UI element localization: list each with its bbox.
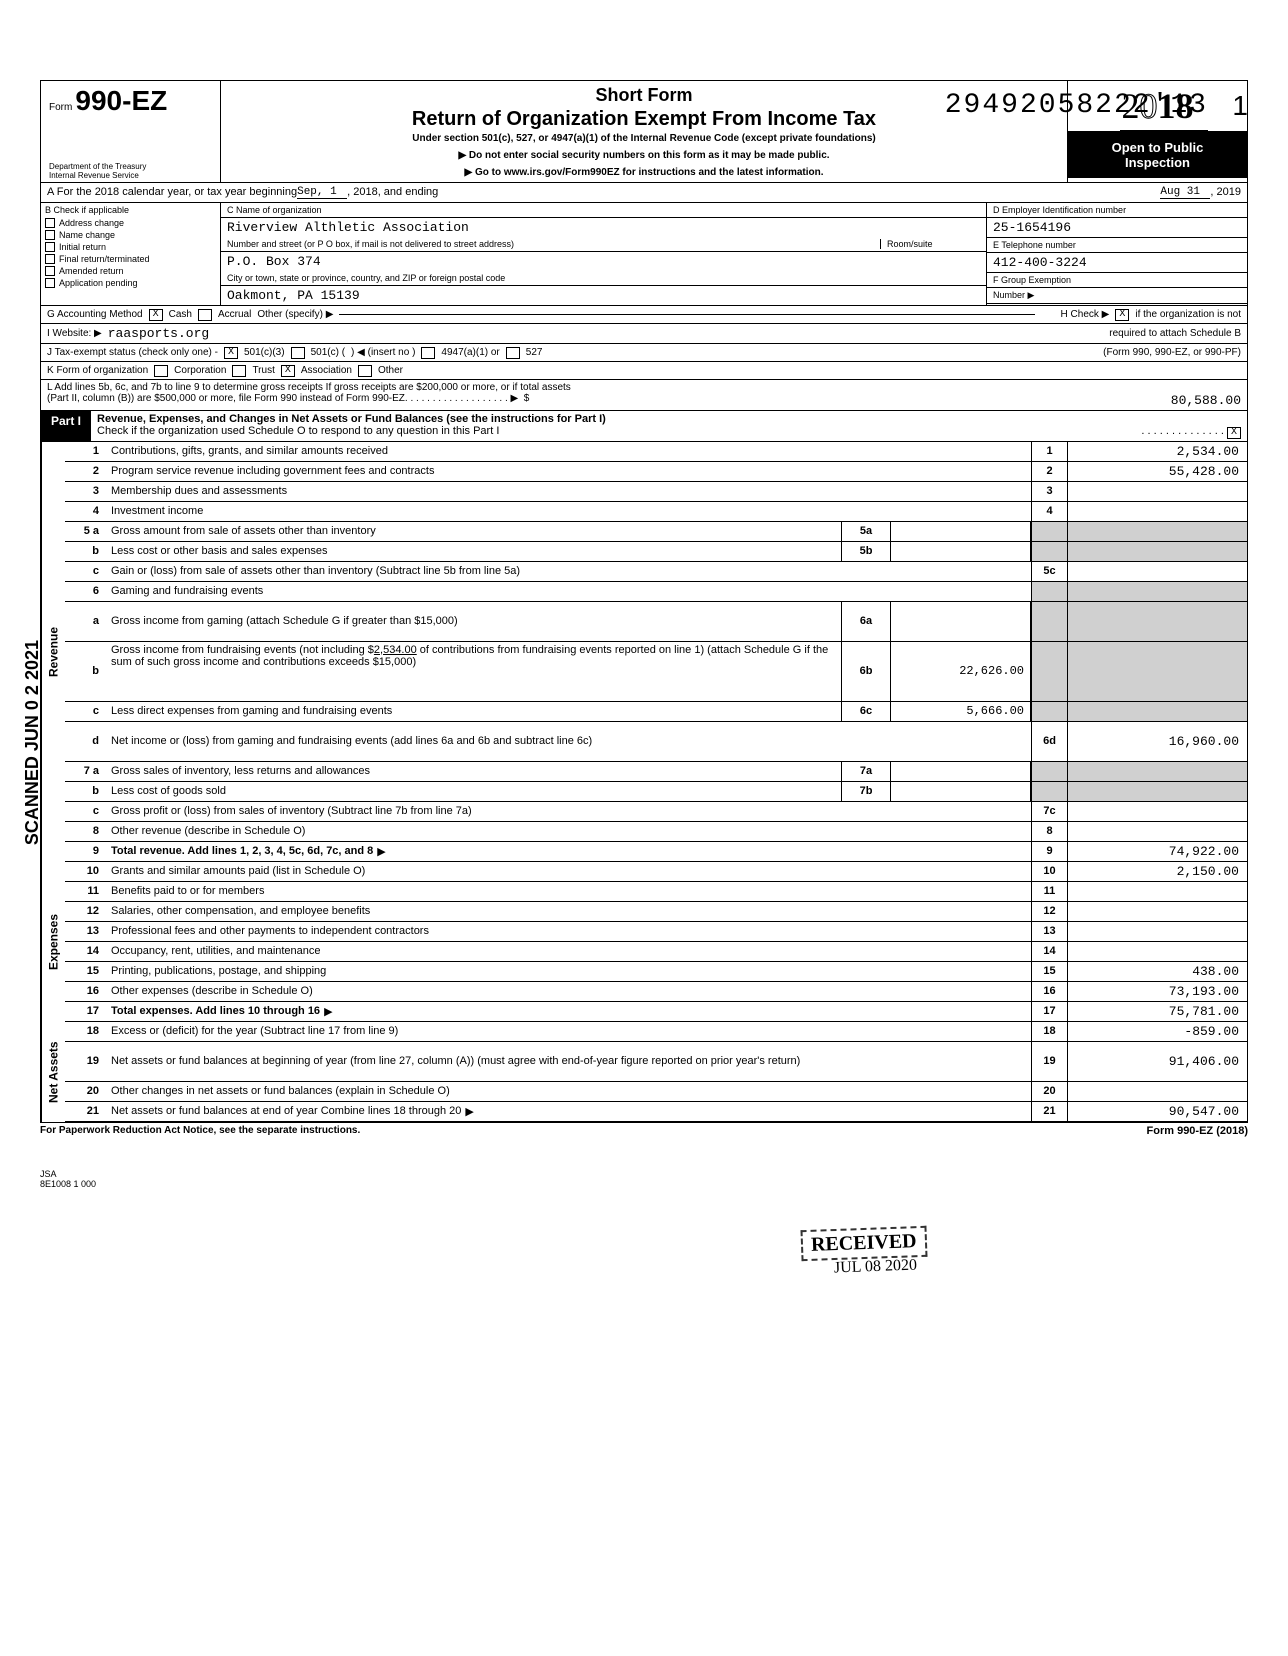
expenses-label: Expenses	[41, 862, 65, 1022]
checkbox-accrual[interactable]	[198, 309, 212, 321]
arrow-1: ▶ Do not enter social security numbers o…	[229, 150, 1059, 161]
line-l: L Add lines 5b, 6c, and 7b to line 9 to …	[40, 380, 1248, 411]
checkbox-trust[interactable]	[232, 365, 246, 377]
footer: For Paperwork Reduction Act Notice, see …	[40, 1123, 1248, 1139]
checkbox-501c[interactable]	[291, 347, 305, 359]
dln-number: 29492058222'13	[945, 90, 1208, 121]
line-21-val: 90,547.00	[1067, 1102, 1247, 1121]
checkbox-amended[interactable]	[45, 266, 55, 276]
checkbox-527[interactable]	[506, 347, 520, 359]
ein: 25-1654196	[987, 218, 1247, 238]
line-14-val	[1067, 942, 1247, 961]
short-form-label: Short Form	[229, 85, 1059, 106]
line-9-val: 74,922.00	[1067, 842, 1247, 861]
received-stamp: RECEIVED	[801, 1225, 928, 1260]
line-2-val: 55,428.00	[1067, 462, 1247, 481]
website: raasports.org	[108, 326, 209, 341]
line-13-val	[1067, 922, 1247, 941]
gross-receipts: 80,588.00	[1061, 393, 1241, 408]
section-b: B Check if applicable Address change Nam…	[41, 203, 221, 305]
line-5a-val	[891, 522, 1031, 541]
omb-number: OMB No 1545-1150	[1120, 130, 1208, 144]
line-5b-val	[891, 542, 1031, 561]
line-17-val: 75,781.00	[1067, 1002, 1247, 1021]
checkbox-4947[interactable]	[421, 347, 435, 359]
line-15-val: 438.00	[1067, 962, 1247, 981]
section-d: D Employer Identification number 25-1654…	[987, 203, 1247, 305]
part-1-header: Part I Revenue, Expenses, and Changes in…	[40, 411, 1248, 442]
line-7b-val	[891, 782, 1031, 801]
checkbox-assoc[interactable]: X	[281, 365, 295, 377]
line-a: A For the 2018 calendar year, or tax yea…	[40, 183, 1248, 203]
checkbox-initial-return[interactable]	[45, 242, 55, 252]
line-12-val	[1067, 902, 1247, 921]
checkbox-cash[interactable]: X	[149, 309, 163, 321]
line-6d-val: 16,960.00	[1067, 722, 1247, 761]
open-public-2: Inspection	[1072, 155, 1243, 170]
line-7c-val	[1067, 802, 1247, 821]
line-16-val: 73,193.00	[1067, 982, 1247, 1001]
line-8-val	[1067, 822, 1247, 841]
line-1-val: 2,534.00	[1067, 442, 1247, 461]
form-prefix: Form	[49, 102, 72, 113]
line-20-val	[1067, 1082, 1247, 1101]
line-18-val: -859.00	[1067, 1022, 1247, 1041]
line-3-val	[1067, 482, 1247, 501]
jsa-footer: JSA 8E1008 1 000	[40, 1169, 1248, 1189]
line-6a-val	[891, 602, 1031, 641]
line-19-val: 91,406.00	[1067, 1042, 1247, 1081]
section-c: C Name of organization Riverview Althlet…	[221, 203, 987, 305]
checkbox-address-change[interactable]	[45, 218, 55, 228]
line-7a-val	[891, 762, 1031, 781]
date-stamp: JUL 08 2020	[834, 1256, 918, 1277]
checkbox-pending[interactable]	[45, 278, 55, 288]
org-city: Oakmont, PA 15139	[221, 286, 986, 305]
revenue-label: Revenue	[41, 442, 65, 862]
line-10-val: 2,150.00	[1067, 862, 1247, 881]
main-title: Return of Organization Exempt From Incom…	[229, 108, 1059, 131]
phone: 412-400-3224	[987, 253, 1247, 273]
line-6c-val: 5,666.00	[891, 702, 1031, 721]
form-number: 990-EZ	[75, 85, 167, 116]
dept-label: Department of the Treasury Internal Reve…	[49, 162, 146, 180]
line-11-val	[1067, 882, 1247, 901]
checkbox-h[interactable]: X	[1115, 309, 1129, 321]
line-k: K Form of organization Corporation Trust…	[40, 362, 1248, 380]
page-number: 1	[1232, 90, 1248, 122]
checkbox-corp[interactable]	[154, 365, 168, 377]
line-5c-val	[1067, 562, 1247, 581]
checkbox-other-org[interactable]	[358, 365, 372, 377]
subtitle: Under section 501(c), 527, or 4947(a)(1)…	[229, 133, 1059, 144]
org-name: Riverview Althletic Association	[221, 218, 986, 237]
line-6b-val: 22,626.00	[891, 642, 1031, 701]
org-street: P.O. Box 374	[221, 252, 986, 271]
line-i: I Website: ▶ raasports.org required to a…	[40, 324, 1248, 344]
line-4-val	[1067, 502, 1247, 521]
scanned-stamp: SCANNED JUN 0 2 2021	[22, 640, 43, 845]
checkbox-501c3[interactable]: X	[224, 347, 238, 359]
arrow-2: ▶ Go to www.irs.gov/Form990EZ for instru…	[229, 167, 1059, 178]
line-j: J Tax-exempt status (check only one) - X…	[40, 344, 1248, 362]
checkbox-schedule-o[interactable]: X	[1227, 427, 1241, 439]
netassets-label: Net Assets	[41, 1022, 65, 1122]
line-g: G Accounting Method XCash Accrual Other …	[40, 306, 1248, 324]
checkbox-final-return[interactable]	[45, 254, 55, 264]
form-table: Revenue Expenses Net Assets 1Contributio…	[40, 442, 1248, 1123]
checkbox-name-change[interactable]	[45, 230, 55, 240]
